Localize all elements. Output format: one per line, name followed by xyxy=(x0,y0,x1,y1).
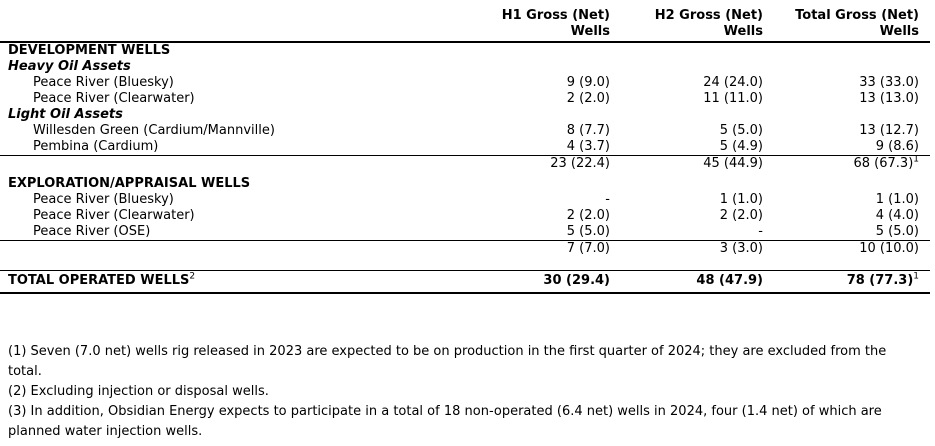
footnote-2: (2) Excluding injection or disposal well… xyxy=(8,384,269,399)
cell-total-value: 78 (77.3) xyxy=(846,273,914,288)
header-col-h1-line2: Wells xyxy=(570,24,610,39)
row-label: Peace River (Clearwater) xyxy=(33,91,195,106)
cell-h2: 3 (3.0) xyxy=(719,241,763,256)
table-row-exploration-appraisal-wells: EXPLORATION/APPRAISAL WELLS xyxy=(0,176,930,192)
row-label: DEVELOPMENT WELLS xyxy=(8,43,171,58)
row-label: Peace River (Bluesky) xyxy=(33,192,174,207)
table-row-development-wells: DEVELOPMENT WELLS xyxy=(0,43,930,59)
footnote-ref-1: 1 xyxy=(913,271,919,282)
cell-h1: 8 (7.7) xyxy=(566,123,610,138)
cell-total: 10 (10.0) xyxy=(859,241,919,256)
cell-h2: 24 (24.0) xyxy=(703,75,763,90)
cell-h2: 5 (5.0) xyxy=(719,123,763,138)
cell-h2: 45 (44.9) xyxy=(703,156,763,171)
table-row-peace-river-clearwater-dev: Peace River (Clearwater) 2 (2.0) 11 (11.… xyxy=(0,91,930,107)
header-col-h2-line2: Wells xyxy=(723,24,763,39)
table-row-peace-river-bluesky-dev: Peace River (Bluesky) 9 (9.0) 24 (24.0) … xyxy=(0,75,930,91)
table-row-light-oil-assets: Light Oil Assets xyxy=(0,107,930,123)
row-label: Heavy Oil Assets xyxy=(8,59,131,74)
footnotes-section: (1) Seven (7.0 net) wells rig released i… xyxy=(0,342,935,442)
wells-summary-table: H1 Gross (Net) Wells H2 Gross (Net) Well… xyxy=(0,8,930,294)
cell-h1: 2 (2.0) xyxy=(566,91,610,106)
footnote-ref-1: 1 xyxy=(913,154,919,165)
cell-total-value: 68 (67.3) xyxy=(853,156,914,171)
cell-h2: - xyxy=(758,224,763,239)
cell-total: 9 (8.6) xyxy=(875,139,919,154)
cell-h2: 11 (11.0) xyxy=(703,91,763,106)
cell-total: 13 (13.0) xyxy=(859,91,919,106)
cell-h1: 30 (29.4) xyxy=(543,273,610,288)
cell-h2: 5 (4.9) xyxy=(719,139,763,154)
row-label: Light Oil Assets xyxy=(8,107,123,122)
header-col-total-line1: Total Gross (Net) xyxy=(795,8,919,23)
cell-h2: 2 (2.0) xyxy=(719,208,763,223)
cell-h1: 9 (9.0) xyxy=(566,75,610,90)
header-col-total-line2: Wells xyxy=(879,24,919,39)
row-label: Peace River (Clearwater) xyxy=(33,208,195,223)
header-col-h2-line1: H2 Gross (Net) xyxy=(654,8,763,23)
cell-h1: 5 (5.0) xyxy=(566,224,610,239)
row-label: Peace River (OSE) xyxy=(33,224,151,239)
footnote-ref-2: 2 xyxy=(189,271,196,282)
table-row-peace-river-bluesky-expl: Peace River (Bluesky) - 1 (1.0) 1 (1.0) xyxy=(0,192,930,208)
cell-total: 33 (33.0) xyxy=(859,75,919,90)
footnote-3: (3) In addition, Obsidian Energy expects… xyxy=(8,404,882,439)
cell-h2: 48 (47.9) xyxy=(696,273,763,288)
cell-h1: 2 (2.0) xyxy=(566,208,610,223)
header-col-h1: H1 Gross (Net) Wells xyxy=(460,8,610,40)
footnote-1: (1) Seven (7.0 net) wells rig released i… xyxy=(8,344,887,379)
cell-h2: 1 (1.0) xyxy=(719,192,763,207)
cell-total: 5 (5.0) xyxy=(875,224,919,239)
table-row-pembina-cardium: Pembina (Cardium) 4 (3.7) 5 (4.9) 9 (8.6… xyxy=(0,139,930,156)
cell-total: 13 (12.7) xyxy=(859,123,919,138)
cell-total: 1 (1.0) xyxy=(875,192,919,207)
row-label: Willesden Green (Cardium/Mannville) xyxy=(33,123,275,138)
header-col-h2: H2 Gross (Net) Wells xyxy=(610,8,763,40)
cell-h1: - xyxy=(605,192,610,207)
row-label: TOTAL OPERATED WELLS2 xyxy=(0,271,460,289)
table-row-heavy-oil-assets: Heavy Oil Assets xyxy=(0,59,930,75)
cell-total: 4 (4.0) xyxy=(875,208,919,223)
cell-h1: 23 (22.4) xyxy=(550,156,610,171)
table-row-peace-river-ose: Peace River (OSE) 5 (5.0) - 5 (5.0) xyxy=(0,224,930,241)
row-label: Pembina (Cardium) xyxy=(33,139,159,154)
header-col-total: Total Gross (Net) Wells xyxy=(763,8,930,40)
cell-h1: 4 (3.7) xyxy=(566,139,610,154)
total-label-text: TOTAL OPERATED WELLS xyxy=(8,273,190,288)
table-row-development-subtotal: 23 (22.4) 45 (44.9) 68 (67.3)1 xyxy=(0,154,930,172)
table-row-willesden-green: Willesden Green (Cardium/Mannville) 8 (7… xyxy=(0,123,930,139)
table-header-row: H1 Gross (Net) Wells H2 Gross (Net) Well… xyxy=(0,8,930,43)
header-col-h1-line1: H1 Gross (Net) xyxy=(501,8,610,23)
table-row-peace-river-clearwater-expl: Peace River (Clearwater) 2 (2.0) 2 (2.0)… xyxy=(0,208,930,224)
cell-total: 68 (67.3)1 xyxy=(763,154,930,172)
cell-h1: 7 (7.0) xyxy=(566,241,610,256)
cell-total: 78 (77.3)1 xyxy=(763,271,930,289)
table-row-total-operated-wells: TOTAL OPERATED WELLS2 30 (29.4) 48 (47.9… xyxy=(0,270,930,294)
row-label: Peace River (Bluesky) xyxy=(33,75,174,90)
row-label: EXPLORATION/APPRAISAL WELLS xyxy=(8,176,251,191)
table-row-exploration-subtotal: 7 (7.0) 3 (3.0) 10 (10.0) xyxy=(0,241,930,257)
